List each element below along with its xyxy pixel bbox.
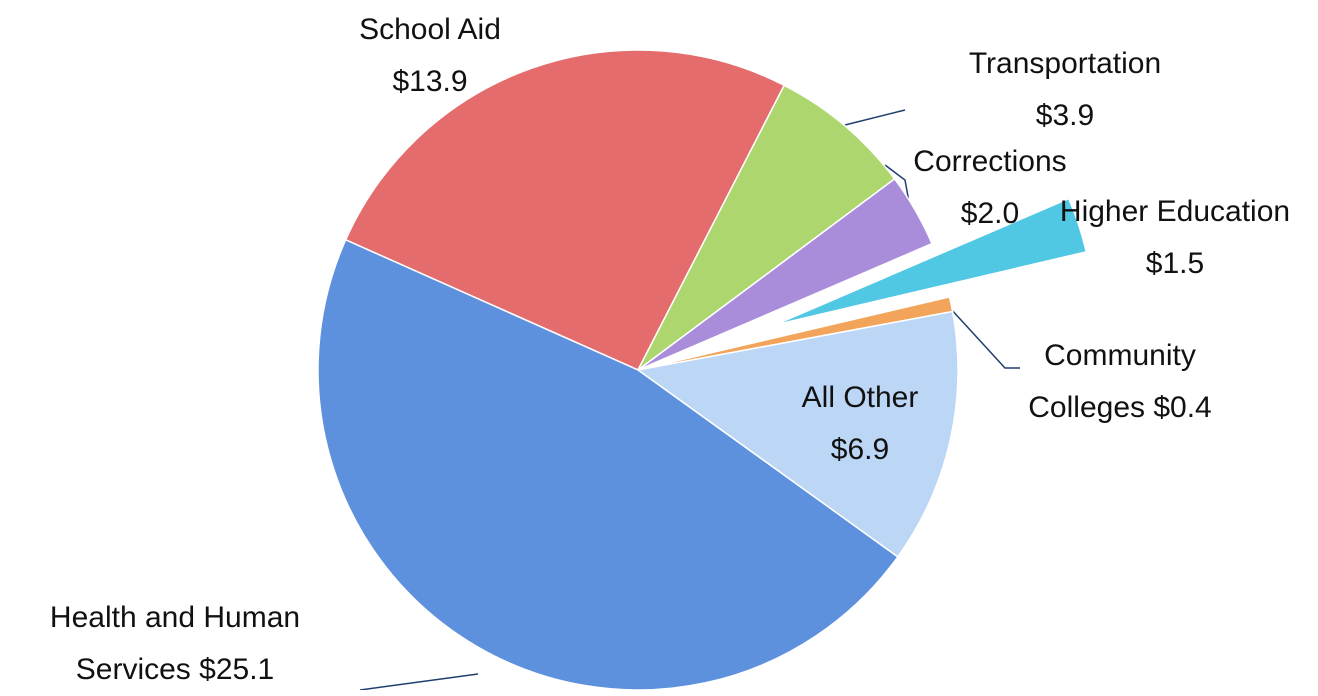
value-label: $6.9 <box>830 433 890 466</box>
category-label: Community Colleges <box>1028 339 1196 424</box>
slice-label: School Aid $13.9 <box>340 4 520 108</box>
value-label: $25.1 <box>199 653 275 686</box>
pie-slice <box>317 238 899 690</box>
value-label: $1.5 <box>1145 247 1205 280</box>
slice-label: Health and Human Services $25.1 <box>10 592 340 696</box>
slice-label: All Other $6.9 <box>773 372 948 476</box>
slice-label: Community Colleges $0.4 <box>989 330 1251 434</box>
category-label: Transportation <box>968 47 1162 80</box>
value-label: $13.9 <box>392 65 468 98</box>
leader-line <box>949 307 1020 369</box>
value-label: $0.4 <box>1153 391 1212 424</box>
category-label: All Other <box>801 381 919 414</box>
category-label: School Aid <box>359 13 501 46</box>
category-label: Health and Human Services <box>49 601 301 686</box>
pie-slice <box>637 177 933 371</box>
value-label: $2.0 <box>960 197 1020 230</box>
value-label: $3.9 <box>1035 99 1095 132</box>
pie-slice <box>344 49 786 371</box>
slice-label: Corrections $2.0 <box>885 136 1095 240</box>
category-label: Corrections <box>913 145 1067 178</box>
slice-label: Transportation $3.9 <box>945 38 1185 142</box>
pie-slice <box>636 310 959 558</box>
category-label: Higher Education <box>1059 195 1291 228</box>
pie-slice <box>637 84 896 371</box>
leader-line <box>844 109 906 126</box>
pie-slice <box>774 197 1088 326</box>
leader-line <box>359 673 479 690</box>
slice-label: Higher Education $1.5 <box>1059 186 1291 290</box>
